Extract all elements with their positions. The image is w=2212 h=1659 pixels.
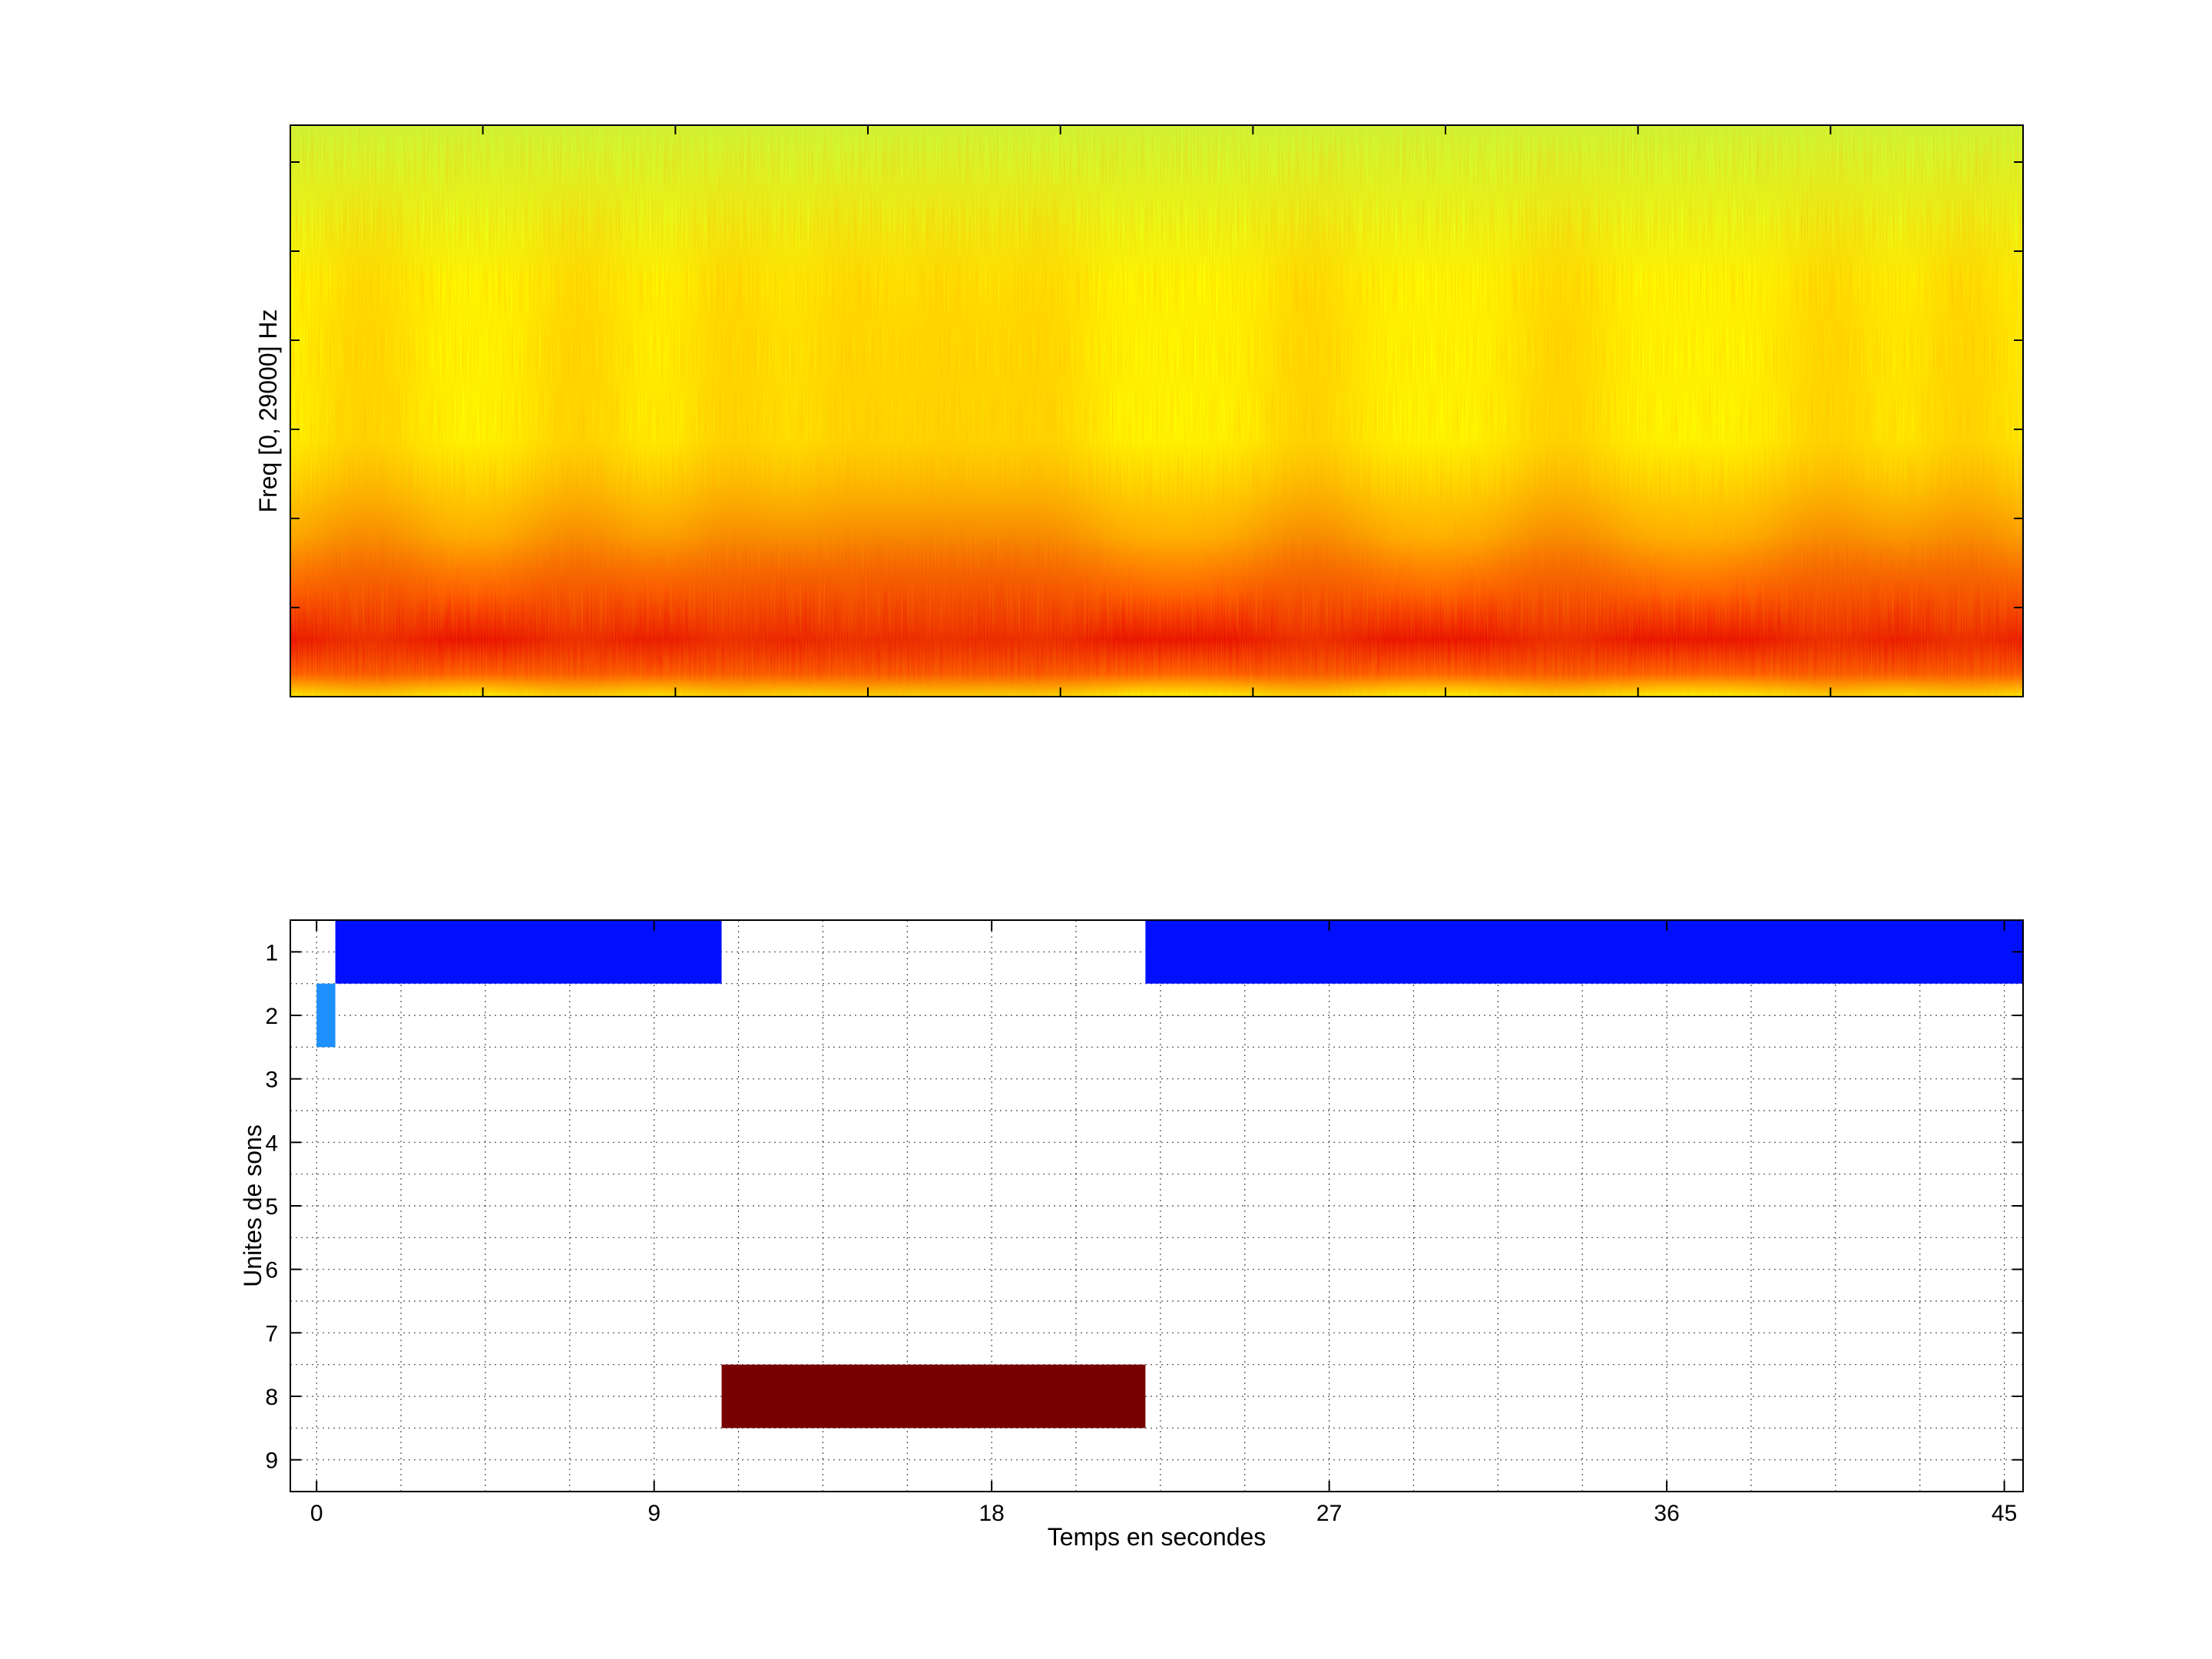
units-x-tick-label: 27: [1316, 1501, 1342, 1526]
units-x-tick-labels: 0 9 18 27 36 45: [310, 1501, 2017, 1526]
units-y-tick-label: 8: [265, 1385, 278, 1410]
unit-segment-bar: [316, 983, 336, 1048]
units-x-tick-label: 0: [310, 1501, 323, 1526]
spectrogram-y-label: Freq [0, 29000] Hz: [254, 309, 282, 512]
units-x-tick-label: 45: [1992, 1501, 2017, 1526]
units-y-tick-labels: 1 2 3 4 5 6 7 8 9: [265, 940, 278, 1473]
spectrogram-ticks: [290, 125, 2024, 697]
units-ticks: [290, 920, 2023, 1492]
units-x-tick-label: 36: [1654, 1501, 1679, 1526]
spectrogram-noise: [290, 125, 2023, 697]
units-y-tick-label: 9: [265, 1449, 278, 1474]
units-x-tick-label: 9: [647, 1501, 661, 1526]
unit-segment-bar: [335, 920, 722, 984]
units-x-tick-label: 18: [979, 1501, 1004, 1526]
spectrogram-frame: [290, 124, 2024, 697]
units-y-tick-label: 1: [265, 940, 278, 965]
unit-segment-bar: [1145, 920, 2023, 984]
units-y-tick-label: 5: [265, 1194, 278, 1220]
units-y-tick-label: 2: [265, 1004, 278, 1029]
units-x-label: Temps en secondes: [1048, 1523, 1267, 1551]
units-segments: [316, 920, 2023, 1429]
units-y-label: Unites de sons: [239, 1124, 267, 1287]
units-y-tick-label: 7: [265, 1321, 278, 1346]
units-y-tick-label: 6: [265, 1258, 278, 1283]
unit-segment-bar: [721, 1364, 1146, 1429]
units-y-tick-label: 3: [265, 1068, 278, 1093]
units-y-tick-label: 4: [265, 1131, 278, 1156]
spectrogram-panel: Freq [0, 29000] Hz: [254, 124, 2024, 697]
